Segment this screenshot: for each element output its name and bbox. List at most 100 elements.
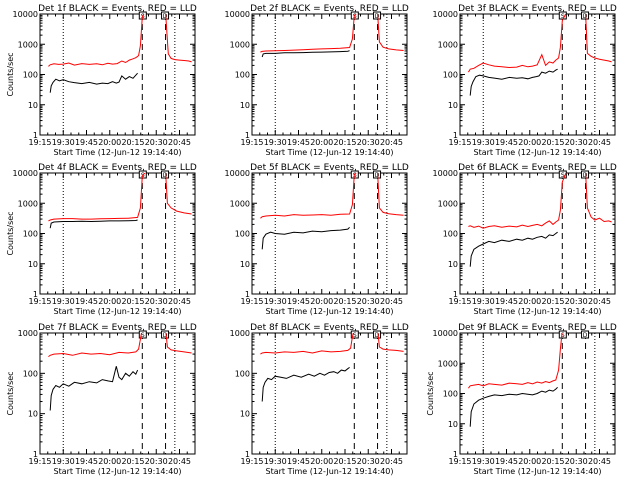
panel-title: Det 5f BLACK = Events, RED = LLD — [250, 163, 409, 173]
y-tick-label: 10000 — [13, 169, 38, 178]
x-tick-label: 19:30 — [472, 297, 495, 306]
y-tick-label: 10 — [448, 260, 458, 269]
marker-box — [581, 170, 590, 179]
y-tick-label: 10000 — [225, 10, 250, 19]
x-tick-label: 20:30 — [357, 138, 380, 147]
y-tick-label: 1 — [33, 131, 38, 140]
y-axis-label: Counts/sec — [6, 52, 15, 96]
marker-box-label: D — [375, 13, 380, 20]
events-series-line — [261, 50, 350, 58]
y-tick-label: 10000 — [433, 329, 458, 338]
y-tick-label: 1000 — [438, 359, 458, 368]
panel-9: Det 9f BLACK = Events, RED = LLD 1 10 100 10… — [426, 323, 617, 476]
x-tick-label: 20:30 — [357, 457, 380, 466]
y-tick-label: 1000 — [230, 40, 250, 49]
x-tick-label: 20:00 — [98, 138, 121, 147]
panel-title: Det 6f BLACK = Events, RED = LLD — [458, 163, 617, 173]
events-series-line — [469, 68, 558, 96]
x-tick-label: 20:45 — [380, 457, 403, 466]
x-tick-label: 20:45 — [588, 457, 611, 466]
x-tick-label: 19:30 — [264, 457, 287, 466]
x-tick-label: 20:45 — [380, 138, 403, 147]
y-axis-label: Counts/sec — [6, 211, 15, 255]
lld-series-line — [260, 173, 404, 219]
x-tick-label: 19:15 — [240, 297, 263, 306]
lld-series-line — [260, 14, 404, 53]
x-tick-label: 20:30 — [145, 138, 168, 147]
x-tick-label: 19:30 — [52, 457, 75, 466]
lld-series-line — [48, 14, 192, 67]
x-tick-label: 20:00 — [310, 138, 333, 147]
marker-box — [558, 330, 567, 339]
x-tick-label: 19:30 — [52, 297, 75, 306]
y-tick-label: 100 — [235, 369, 250, 378]
y-tick-label: 100 — [443, 230, 458, 239]
x-tick-label: 20:30 — [145, 457, 168, 466]
marker-box-label: S — [353, 172, 357, 179]
x-tick-label: 20:45 — [168, 457, 191, 466]
panel-title: Det 1f BLACK = Events, RED = LLD — [38, 4, 197, 14]
y-tick-label: 1 — [245, 290, 250, 299]
y-tick-label: 100 — [23, 230, 38, 239]
x-tick-label: 19:30 — [472, 138, 495, 147]
x-tick-label: 20:30 — [565, 457, 588, 466]
panel-2: Det 2f BLACK = Events, RED = LLD 1 10 100 10… — [225, 4, 409, 157]
panel-7: Det 7f BLACK = Events, RED = LLD 1 10 100 10… — [6, 323, 197, 476]
y-tick-label: 1000 — [18, 199, 38, 208]
x-tick-label: 19:30 — [264, 297, 287, 306]
x-tick-label: 20:15 — [541, 297, 564, 306]
marker-box-label: S — [561, 332, 565, 339]
y-tick-label: 100 — [443, 390, 458, 399]
x-tick-label: 20:00 — [310, 297, 333, 306]
x-axis-label: Start Time (12-Jun-12 19:14:40) — [474, 307, 602, 316]
marker-box-label: S — [561, 172, 565, 179]
marker-box — [138, 170, 147, 179]
x-tick-label: 20:45 — [588, 138, 611, 147]
x-tick-label: 19:45 — [495, 457, 518, 466]
x-tick-label: 19:30 — [472, 457, 495, 466]
x-axis-label: Start Time (12-Jun-12 19:14:40) — [54, 148, 182, 157]
events-series-line — [49, 219, 138, 229]
panel-title: Det 4f BLACK = Events, RED = LLD — [38, 163, 197, 173]
events-series-line — [49, 72, 138, 93]
x-tick-label: 19:45 — [495, 138, 518, 147]
marker-box — [161, 11, 170, 20]
lld-series-line — [468, 173, 612, 229]
x-tick-label: 20:15 — [541, 138, 564, 147]
x-axis-label: Start Time (12-Jun-12 19:14:40) — [266, 148, 394, 157]
marker-box — [138, 330, 147, 339]
x-tick-label: 19:15 — [28, 138, 51, 147]
x-tick-label: 20:30 — [565, 297, 588, 306]
y-tick-label: 1 — [33, 290, 38, 299]
x-tick-label: 20:30 — [357, 297, 380, 306]
x-tick-label: 19:15 — [240, 138, 263, 147]
x-tick-label: 20:00 — [518, 457, 541, 466]
y-tick-label: 1000 — [18, 329, 38, 338]
y-tick-label: 10000 — [433, 169, 458, 178]
panel-1: Det 1f BLACK = Events, RED = LLD 1 10 100 10… — [6, 4, 197, 157]
x-tick-label: 20:15 — [121, 138, 144, 147]
y-tick-label: 10000 — [13, 10, 38, 19]
events-series-line — [49, 366, 139, 411]
x-tick-label: 19:15 — [28, 297, 51, 306]
lld-series-line — [48, 173, 192, 222]
marker-box-label: D — [583, 172, 588, 179]
x-tick-label: 20:15 — [121, 457, 144, 466]
y-tick-label: 10 — [28, 101, 38, 110]
y-tick-label: 100 — [235, 71, 250, 80]
marker-box-label: S — [561, 13, 565, 20]
x-tick-label: 19:15 — [448, 457, 471, 466]
panel-title: Det 9f BLACK = Events, RED = LLD — [458, 323, 617, 333]
marker-box-label: S — [141, 332, 145, 339]
panel-8: Det 8f BLACK = Events, RED = LLD 1 10 100 10… — [230, 323, 409, 476]
events-series-line — [261, 226, 350, 250]
y-tick-label: 1 — [453, 450, 458, 459]
marker-box-label: S — [353, 332, 357, 339]
panel-4: Det 4f BLACK = Events, RED = LLD 1 10 100 10… — [6, 163, 197, 316]
y-tick-label: 10 — [448, 101, 458, 110]
y-tick-label: 10 — [28, 410, 38, 419]
x-tick-label: 20:15 — [333, 297, 356, 306]
y-tick-label: 1000 — [230, 199, 250, 208]
marker-box-label: D — [163, 332, 168, 339]
